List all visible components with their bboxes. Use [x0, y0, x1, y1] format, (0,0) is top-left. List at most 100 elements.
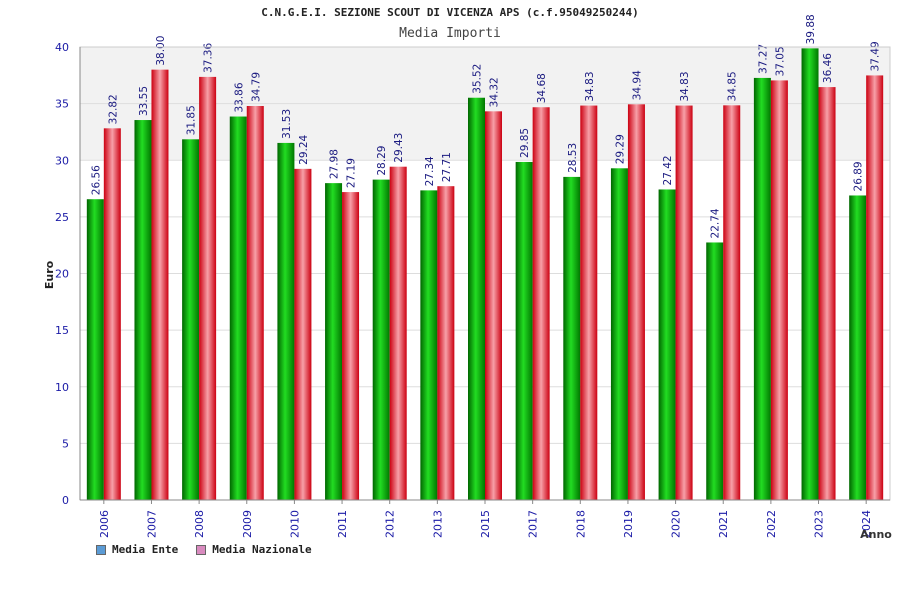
value-label-ente: 27.98: [329, 149, 341, 179]
x-tick-label: 2010: [288, 510, 301, 538]
x-tick-label: 2009: [241, 510, 254, 538]
x-axis-label: Anno: [860, 528, 892, 541]
bar-media-nazionale: [103, 128, 121, 500]
bar-media-ente: [801, 48, 819, 500]
bar-media-ente: [515, 161, 533, 501]
bar-media-ente: [753, 77, 771, 501]
bar-media-nazionale: [485, 111, 502, 501]
value-label-ente: 26.89: [853, 161, 865, 191]
value-label-ente: 26.56: [90, 165, 102, 195]
bar-media-nazionale: [580, 105, 598, 501]
value-label-ente: 28.53: [567, 143, 579, 173]
y-tick-label: 10: [55, 381, 69, 394]
value-label-ente: 29.29: [614, 134, 626, 164]
value-label-nazionale: 37.36: [203, 43, 215, 73]
legend-item-ente: Media Ente: [96, 543, 178, 556]
x-tick-label: 2022: [765, 510, 778, 538]
x-tick-label: 2007: [145, 510, 158, 538]
value-label-nazionale: 29.24: [298, 134, 310, 164]
x-tick-label: 2012: [384, 510, 397, 538]
value-label-ente: 31.85: [186, 105, 198, 135]
y-tick-label: 5: [62, 437, 69, 450]
bar-media-nazionale: [246, 106, 264, 501]
x-tick-label: 2018: [574, 510, 587, 538]
value-label-nazionale: 34.68: [536, 73, 548, 103]
bar-media-ente: [277, 142, 295, 501]
value-label-nazionale: 27.19: [346, 158, 358, 188]
value-label-ente: 29.85: [519, 128, 531, 158]
value-label-nazionale: 37.49: [870, 41, 882, 71]
value-label-ente: 28.29: [376, 146, 388, 176]
x-tick-label: 2013: [431, 510, 444, 538]
value-label-ente: 27.34: [424, 156, 436, 186]
bar-media-ente: [325, 183, 343, 500]
value-label-nazionale: 38.00: [155, 36, 167, 66]
bar-media-ente: [658, 189, 676, 500]
value-label-nazionale: 29.43: [393, 133, 405, 163]
legend-label-ente: Media Ente: [112, 543, 179, 556]
y-tick-label: 20: [55, 268, 69, 281]
value-label-ente: 33.55: [138, 86, 150, 116]
bar-media-ente: [372, 179, 390, 500]
bar-media-nazionale: [818, 87, 836, 500]
bar-media-nazionale: [675, 105, 693, 501]
value-label-nazionale: 34.32: [489, 77, 501, 107]
x-tick-label: 2021: [717, 510, 730, 538]
y-tick-label: 25: [55, 211, 69, 224]
x-tick-label: 2020: [670, 510, 683, 538]
x-tick-label: 2023: [813, 510, 826, 538]
legend-item-nazionale: Media Nazionale: [196, 543, 312, 556]
value-label-ente: 22.74: [710, 208, 722, 238]
x-tick-label: 2006: [98, 510, 111, 538]
bar-media-nazionale: [866, 75, 884, 500]
bar-media-ente: [706, 242, 724, 501]
bar-media-ente: [610, 168, 628, 500]
x-tick-label: 2008: [193, 510, 206, 538]
value-label-nazionale: 27.71: [441, 152, 453, 182]
bar-media-ente: [182, 139, 200, 500]
value-label-nazionale: 34.94: [631, 70, 643, 100]
x-tick-label: 2011: [336, 510, 349, 538]
legend-swatch-ente: [96, 544, 106, 555]
y-tick-label: 15: [55, 324, 69, 337]
bar-media-ente: [420, 190, 438, 500]
x-tick-label: 2015: [479, 510, 492, 538]
chart-title: C.N.G.E.I. SEZIONE SCOUT DI VICENZA APS …: [261, 6, 639, 19]
bar-media-ente: [468, 97, 485, 501]
legend: Media Ente Media Nazionale: [96, 543, 312, 556]
y-axis-label: Euro: [43, 260, 56, 289]
value-label-ente: 31.53: [281, 109, 293, 139]
y-tick-label: 35: [55, 98, 69, 111]
bar-media-nazionale: [532, 107, 550, 501]
bar-media-nazionale: [389, 166, 407, 500]
chart-subtitle: Media Importi: [399, 26, 501, 41]
bar-media-nazionale: [770, 80, 788, 500]
bar-media-nazionale: [151, 69, 169, 501]
value-label-nazionale: 34.83: [679, 71, 691, 101]
value-label-ente: 37.27: [757, 44, 769, 74]
x-tick-label: 2017: [527, 510, 540, 538]
value-label-ente: 27.42: [662, 155, 674, 185]
y-tick-label: 30: [55, 154, 69, 167]
legend-swatch-nazionale: [196, 544, 207, 555]
value-label-ente: 39.88: [805, 14, 817, 44]
value-label-ente: 33.86: [233, 82, 245, 112]
bar-media-nazionale: [437, 186, 455, 500]
y-tick-label: 0: [62, 494, 69, 507]
legend-label-nazionale: Media Nazionale: [212, 543, 312, 556]
bar-media-nazionale: [723, 105, 741, 500]
value-label-nazionale: 36.46: [822, 53, 834, 83]
bar-media-ente: [86, 199, 104, 500]
x-tick-label: 2019: [622, 510, 635, 538]
bar-media-ente: [849, 195, 867, 500]
bar-media-ente: [229, 116, 247, 501]
bar-media-nazionale: [627, 104, 645, 500]
bar-media-nazionale: [342, 192, 360, 501]
bar-media-ente: [563, 176, 581, 500]
value-label-ente: 35.52: [472, 64, 484, 94]
value-label-nazionale: 34.83: [584, 71, 596, 101]
value-label-nazionale: 34.85: [727, 71, 739, 101]
x-tick-label: 2024: [860, 510, 873, 538]
value-label-nazionale: 37.05: [774, 46, 786, 76]
